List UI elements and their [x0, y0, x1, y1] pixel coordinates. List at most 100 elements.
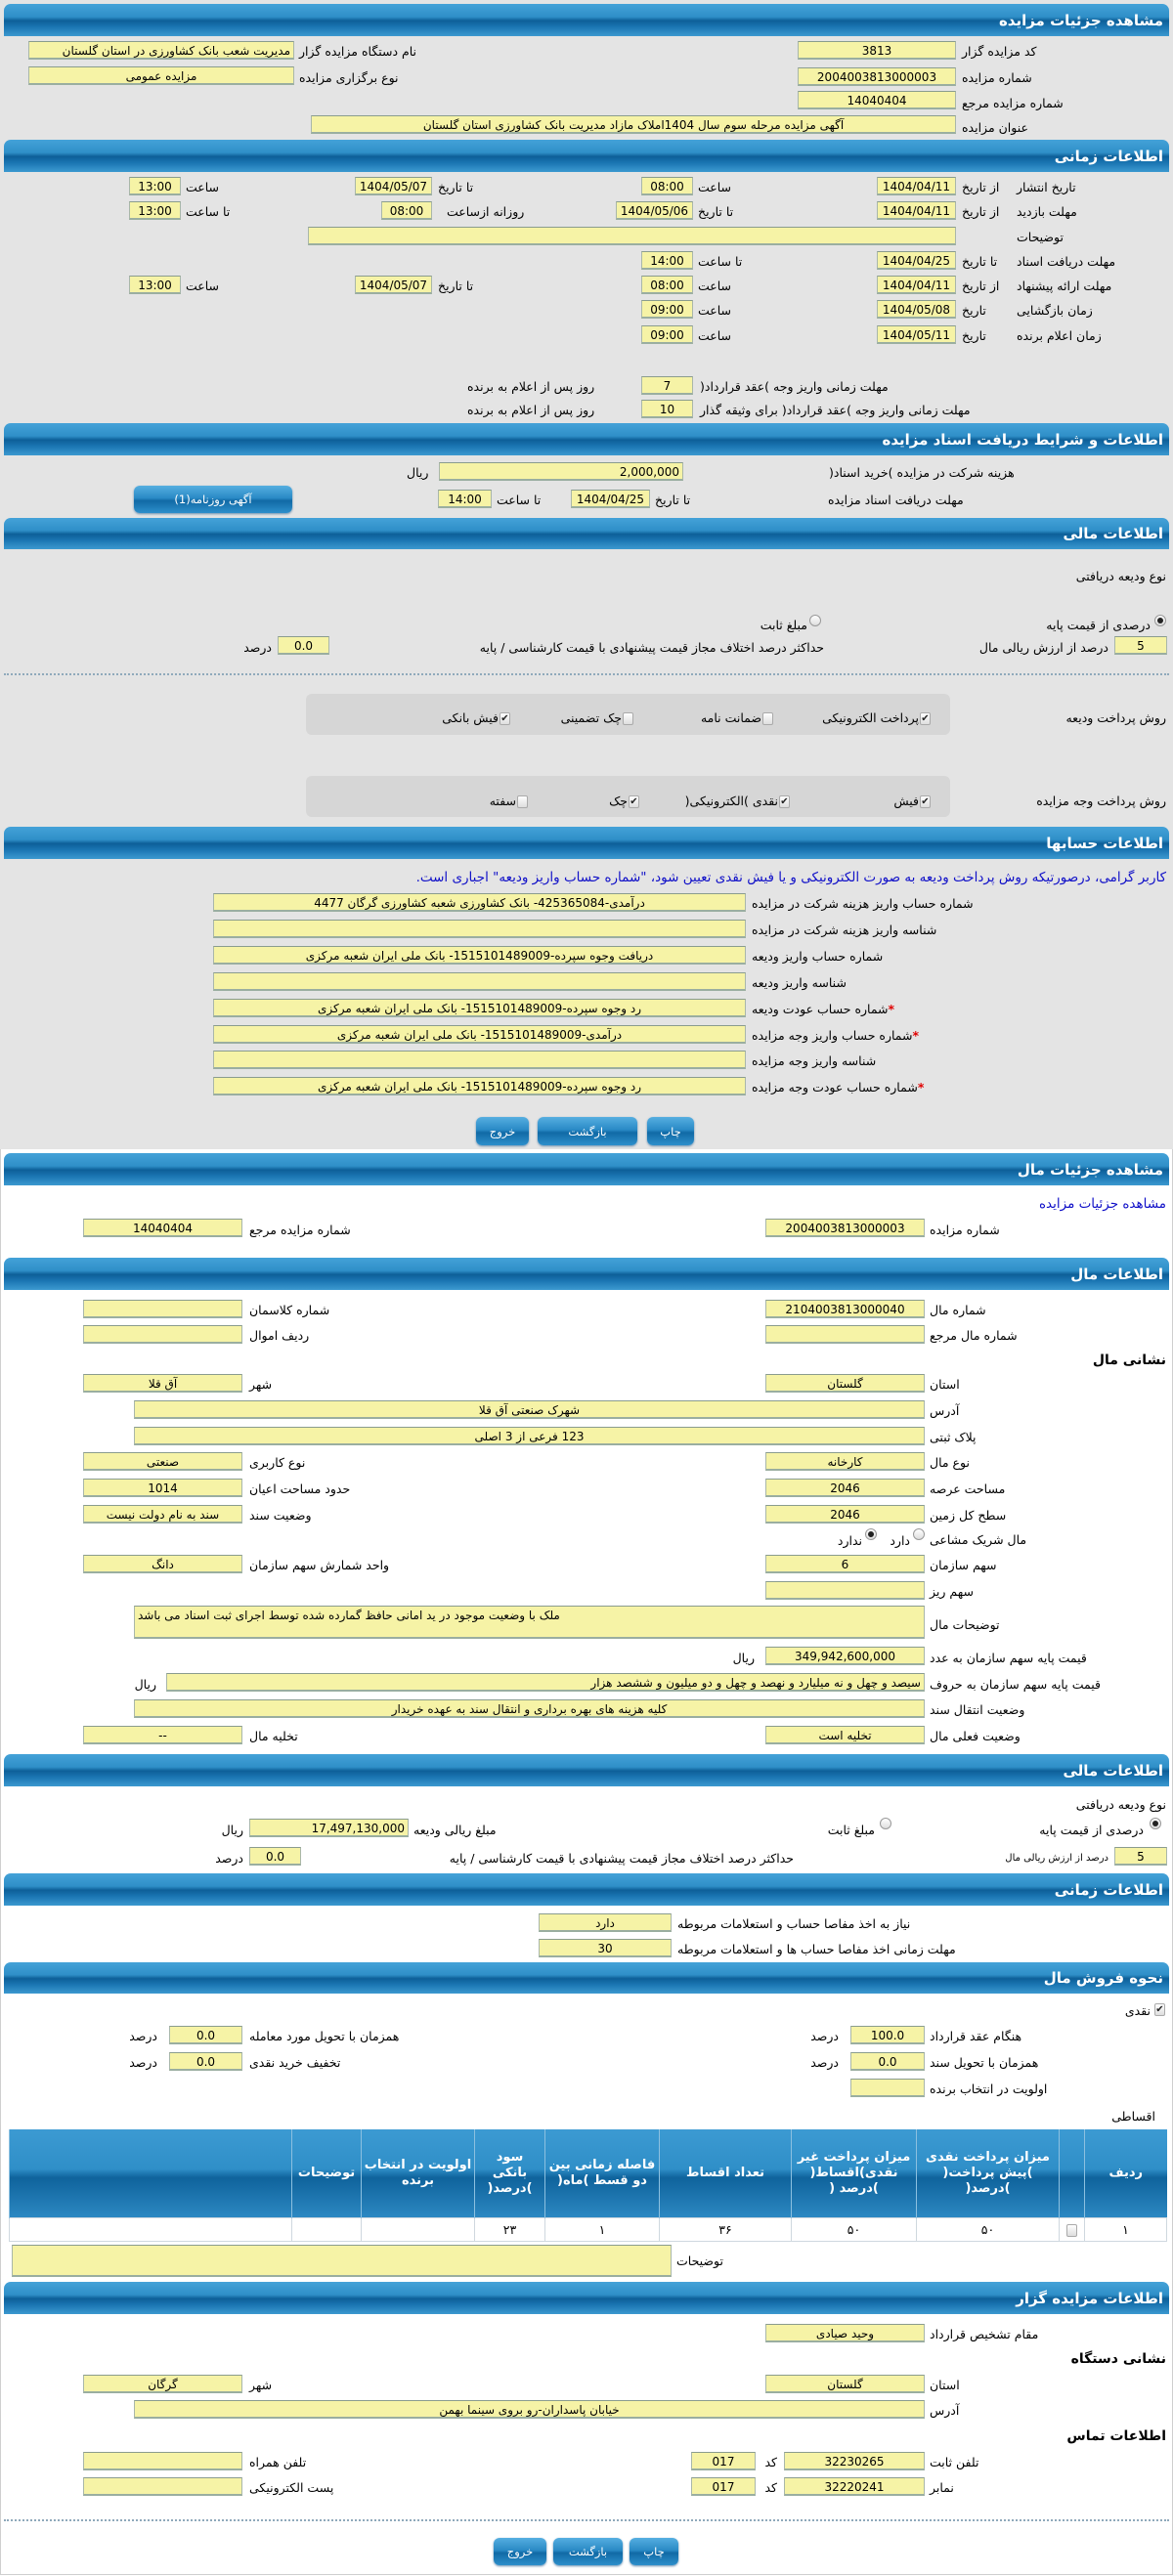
checkbox-icon[interactable]	[517, 794, 528, 808]
organizer-city-field[interactable]: گرگان	[83, 2375, 242, 2393]
accounts-rows-0-value-field[interactable]: درآمدی-425365084- بانک کشاورزی شعبه کشاو…	[213, 893, 746, 912]
actions-exit-button[interactable]: خروج	[476, 1117, 529, 1145]
checkbox-icon[interactable]	[623, 711, 633, 725]
item-property-row-field[interactable]	[83, 1325, 242, 1344]
table-row[interactable]: ۱ ۵۰ ۵۰ ۳۶ ۱ ۲۳	[9, 2217, 1167, 2242]
checkbox-icon[interactable]	[762, 711, 773, 725]
auction-organizer-name-field[interactable]: مدیریت شعب بانک کشاورزی در استان گلستان	[28, 41, 294, 60]
item-timing-clearance-deadline-field[interactable]: 30	[539, 1939, 672, 1957]
item-land-area-field[interactable]: 2046	[765, 1479, 925, 1497]
timing-publish-from-time-field[interactable]: 08:00	[641, 177, 693, 195]
financial-deposit-percent-field[interactable]: 5	[1114, 636, 1167, 655]
actions-exit-button[interactable]: خروج	[494, 2538, 546, 2565]
item-ref-item-field[interactable]	[765, 1325, 925, 1344]
sale-on-deed-field[interactable]: 0.0	[850, 2052, 925, 2071]
accounts-rows-7-value-field[interactable]: رد وجوه سپرده-1515101489009- بانک ملی ای…	[213, 1077, 746, 1095]
sale-on-contract-field[interactable]: 100.0	[850, 2026, 925, 2044]
item-timing-clearance-field[interactable]: دارد	[539, 1913, 672, 1932]
item-usage-field[interactable]: صنعتی	[83, 1452, 242, 1471]
financial-deposit-methods-2-option[interactable]: چک تضمینی	[561, 708, 633, 728]
documents-fee-field[interactable]: 2,000,000	[439, 462, 683, 481]
item-transfer-field[interactable]: کلیه هزینه های بهره برداری و انتقال سند …	[134, 1699, 925, 1718]
organizer-phone-code-field[interactable]: 017	[691, 2452, 756, 2470]
financial-payment-methods-3-option[interactable]: سفته	[490, 792, 528, 811]
actions-back-button[interactable]: بازگشت	[538, 1117, 637, 1145]
actions-print-button[interactable]: چاپ	[630, 2538, 678, 2565]
item-header-link-label[interactable]: مشاهده جزئیات مزایده	[1038, 1196, 1166, 1212]
financial-deposit-methods-1-option[interactable]: ضمانت نامه	[701, 708, 773, 728]
timing-publish-from-date-field[interactable]: 1404/04/11	[877, 177, 956, 195]
item-share-unit-field[interactable]: دانگ	[83, 1555, 242, 1573]
item-financial-deposit-percent-field[interactable]: 5	[1114, 1847, 1167, 1866]
organizer-email-field[interactable]	[83, 2477, 242, 2496]
timing-visit-to-date-field[interactable]: 1404/05/06	[616, 201, 693, 220]
organizer-address-field[interactable]: خیابان پاسداران-رو بروی سینما بهمن	[134, 2400, 925, 2419]
documents-to-date-field[interactable]: 1404/04/25	[571, 490, 650, 508]
accounts-rows-6-value-field[interactable]	[213, 1051, 746, 1069]
item-current-status-field[interactable]: تخلیه است	[765, 1726, 925, 1744]
checkbox-checked-icon[interactable]: ✔	[629, 794, 639, 808]
item-deed-status-field[interactable]: سند به نام دولت نیست	[83, 1505, 242, 1524]
timing-offer-from-time-field[interactable]: 08:00	[641, 276, 693, 294]
accounts-rows-2-value-field[interactable]: دریافت وجوه سپرده-1515101489009- بانک مل…	[213, 946, 746, 965]
timing-opening-time-field[interactable]: 09:00	[641, 300, 693, 319]
item-header-auction-number-field[interactable]: 2004003813000003	[765, 1219, 925, 1237]
organizer-phone-field[interactable]: 32230265	[784, 2452, 925, 2470]
accounts-rows-4-value-field[interactable]: رد وجوه سپرده-1515101489009- بانک ملی ای…	[213, 999, 746, 1017]
item-total-area-field[interactable]: 2046	[765, 1505, 925, 1524]
item-province-field[interactable]: گلستان	[765, 1374, 925, 1393]
timing-documents-to-date-field[interactable]: 1404/04/25	[877, 251, 956, 270]
row-select-checkbox[interactable]	[1066, 2224, 1077, 2237]
sale-priority-field[interactable]	[850, 2079, 925, 2097]
checkbox-checked-icon[interactable]: ✔	[920, 794, 931, 808]
auction-auction-title-field[interactable]: آگهی مزایده مرحله سوم سال 1404املاک مازا…	[311, 115, 956, 134]
item-org-share-field[interactable]: 6	[765, 1555, 925, 1573]
organizer-fax-code-field[interactable]: 017	[691, 2477, 756, 2496]
timing-payment-deadline-value-field[interactable]: 7	[641, 376, 693, 395]
auction-auction-number-field[interactable]: 2004003813000003	[798, 67, 956, 86]
timing-description-field[interactable]	[308, 227, 956, 245]
financial-payment-methods-1-option[interactable]: ✔ نقدی )الکترونیکی(	[685, 792, 790, 811]
item-sub-share-field[interactable]	[765, 1581, 925, 1600]
organizer-mobile-field[interactable]	[83, 2452, 242, 2470]
timing-visit-from-date-field[interactable]: 1404/04/11	[877, 201, 956, 220]
sale-notes-field[interactable]	[12, 2245, 672, 2277]
accounts-rows-1-value-field[interactable]	[213, 920, 746, 938]
item-header-reference-number-field[interactable]: 14040404	[83, 1219, 242, 1237]
timing-offer-from-date-field[interactable]: 1404/04/11	[877, 276, 956, 294]
percent-radio[interactable]	[1154, 615, 1166, 626]
timing-opening-date-field[interactable]: 1404/05/08	[877, 300, 956, 319]
item-fixed-radio[interactable]	[880, 1818, 891, 1829]
item-item-number-field[interactable]: 2104003813000040	[765, 1300, 925, 1318]
timing-collateral-deadline-value-field[interactable]: 10	[641, 400, 693, 418]
documents-to-time-field[interactable]: 14:00	[438, 490, 492, 508]
auction-holding-type-field[interactable]: مزایده عمومی	[28, 66, 294, 85]
financial-payment-methods-2-option[interactable]: ✔ چک	[609, 792, 639, 811]
actions-print-button[interactable]: چاپ	[647, 1117, 694, 1145]
financial-max-diff-field[interactable]: 0.0	[278, 636, 329, 655]
item-percent-radio[interactable]	[1150, 1818, 1161, 1829]
sale-cash-discount-field[interactable]: 0.0	[169, 2052, 242, 2071]
item-base-price-field[interactable]: 349,942,600,000	[765, 1647, 925, 1665]
accounts-rows-5-value-field[interactable]: درآمدی-1515101489009- بانک ملی ایران شعب…	[213, 1025, 746, 1044]
item-financial-deposit-amount-field[interactable]: 17,497,130,000	[249, 1819, 409, 1837]
checkbox-checked-icon[interactable]: ✔	[920, 711, 931, 725]
item-classman-field[interactable]	[83, 1300, 242, 1318]
item-description-field[interactable]: ملک با وضعیت موجود در ید امانی حافظ گمار…	[134, 1606, 925, 1639]
timing-offer-to-time-field[interactable]: 13:00	[129, 276, 181, 294]
timing-publish-to-time-field[interactable]: 13:00	[129, 177, 181, 195]
item-building-area-field[interactable]: 1014	[83, 1479, 242, 1497]
cash-checkbox[interactable]: ✔	[1154, 2003, 1165, 2016]
timing-documents-to-time-field[interactable]: 14:00	[641, 251, 693, 270]
organizer-authority-field[interactable]: وحید صیادی	[765, 2324, 925, 2342]
actions-back-button[interactable]: بازگشت	[553, 2538, 623, 2565]
timing-visit-from-time-field[interactable]: 08:00	[381, 201, 432, 220]
item-type-field[interactable]: کارخانه	[765, 1452, 925, 1471]
documents-newspaper-button-button[interactable]: آگهی روزنامه(1)	[134, 486, 292, 513]
financial-deposit-methods-3-option[interactable]: ✔ فیش بانکی	[442, 708, 510, 728]
item-address-field[interactable]: شهرک صنعتی آق قلا	[134, 1400, 925, 1419]
item-financial-max-diff-field[interactable]: 0.0	[249, 1847, 301, 1866]
timing-visit-to-time-field[interactable]: 13:00	[129, 201, 181, 220]
item-city-field[interactable]: آق قلا	[83, 1374, 242, 1393]
item-evacuation-field[interactable]: --	[83, 1726, 242, 1744]
